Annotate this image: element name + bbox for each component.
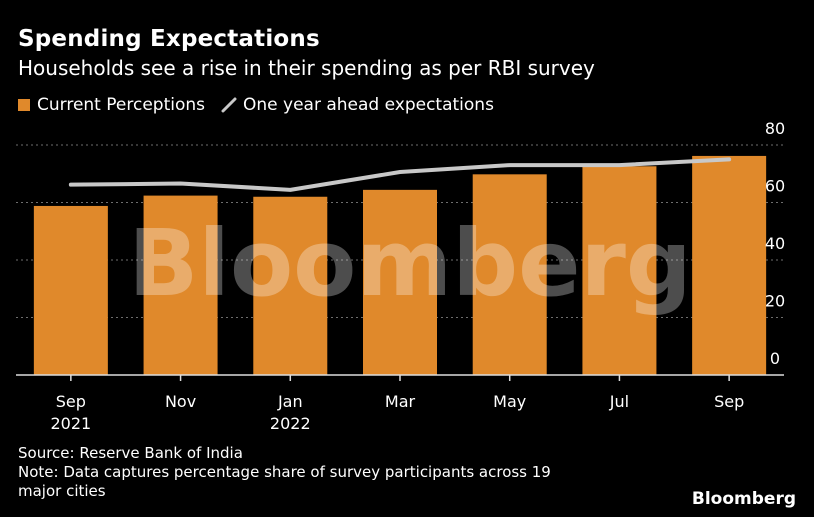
bar-0 (33, 205, 108, 375)
x-tick-label-0: Sep 2021 (50, 392, 91, 433)
legend-line-label: One year ahead expectations (243, 95, 494, 115)
legend-item-line: One year ahead expectations (221, 95, 494, 115)
line-series (68, 157, 732, 192)
y-tick-label-20: 20 (765, 292, 785, 311)
y-tick-label-80: 80 (765, 119, 785, 138)
chart-title: Spending Expectations (18, 26, 320, 52)
x-tick-label-1: Nov (165, 392, 196, 411)
x-tick-label-4: May (493, 392, 526, 411)
legend-bar-label: Current Perceptions (37, 95, 205, 115)
line-swatch-icon (221, 97, 237, 113)
bar-1 (143, 195, 218, 375)
legend: Current Perceptions One year ahead expec… (18, 95, 510, 115)
watermark-text: Bloomberg (128, 210, 691, 317)
bloomberg-logo: Bloomberg (691, 489, 796, 509)
x-tick-label-5: Jul (609, 392, 629, 411)
note-text: Note: Data captures percentage share of … (18, 463, 551, 500)
chart-footer: Source: Reserve Bank of India Note: Data… (18, 444, 578, 501)
legend-item-bars: Current Perceptions (18, 95, 205, 115)
x-tick-label-3: Mar (385, 392, 416, 411)
x-tick-label-2: Jan 2022 (270, 392, 311, 433)
bar-3 (363, 189, 437, 375)
bar-5 (582, 166, 657, 375)
x-tick-label-6: Sep (714, 392, 744, 411)
source-text: Source: Reserve Bank of India (18, 444, 243, 462)
bar-swatch-icon (18, 99, 30, 111)
chart-subtitle: Households see a rise in their spending … (18, 56, 595, 80)
y-tick-label-40: 40 (765, 234, 785, 253)
bar-6 (692, 155, 767, 375)
y-tick-label-0: 0 (770, 349, 780, 368)
bar-4 (472, 174, 547, 375)
y-tick-label-60: 60 (765, 177, 785, 196)
bar-2 (253, 196, 328, 375)
